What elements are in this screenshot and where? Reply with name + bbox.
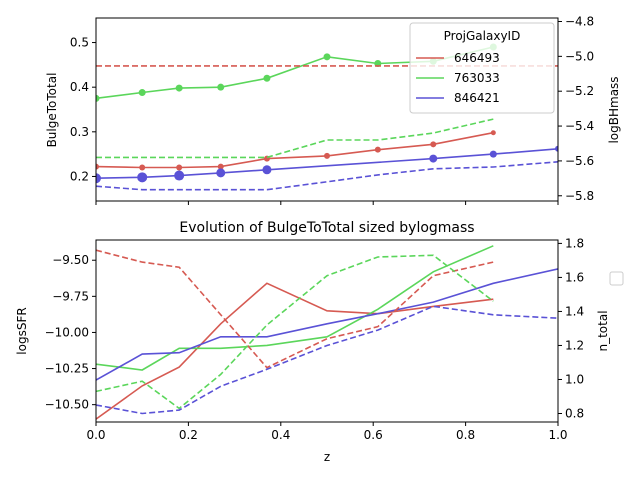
- bottom-xlabel: z: [324, 450, 330, 464]
- point-763033: [263, 74, 271, 82]
- x-tick-label: 1.0: [548, 428, 567, 442]
- point-763033: [175, 84, 183, 92]
- x-tick-label: 0.2: [179, 428, 198, 442]
- series-line-763033-dashed: [96, 118, 494, 159]
- left-tick-label: 0.2: [70, 169, 89, 183]
- right-tick-label: −5.4: [565, 119, 594, 133]
- point-763033: [138, 89, 146, 97]
- point-646493: [324, 152, 330, 159]
- legend-entries: 646493 763033 846421: [416, 51, 500, 105]
- legend-entry-846421: 846421: [454, 91, 500, 105]
- left-tick-label: −9.50: [52, 253, 89, 267]
- point-763033: [323, 53, 331, 61]
- empty-legend-box: [609, 271, 624, 286]
- legend-box: [409, 22, 555, 114]
- top-plot-frame: [95, 17, 559, 202]
- left-tick-label: 0.5: [70, 36, 89, 50]
- point-646493: [96, 163, 99, 170]
- series-line-846421-dashed: [96, 161, 558, 191]
- bottom-series-layer: [96, 245, 558, 420]
- legend-title: ProjGalaxyID: [444, 29, 521, 43]
- x-tick-label: 0.4: [271, 428, 290, 442]
- x-tick-label: 0.8: [456, 428, 475, 442]
- series-line-846421: [96, 268, 558, 381]
- point-846421: [262, 165, 272, 175]
- top-left-ticks: 0.2 0.3 0.4 0.5: [70, 36, 96, 183]
- point-646493: [430, 141, 437, 148]
- right-tick-label: 1.8: [565, 236, 584, 250]
- right-tick-label: −5.0: [565, 49, 594, 63]
- point-846421: [174, 170, 185, 181]
- left-tick-label: 0.3: [70, 125, 89, 139]
- top-legend: ProjGalaxyID 646493 763033 846421: [409, 22, 555, 114]
- bottom-ylabel-right: n_total: [596, 310, 610, 351]
- series-line-646493: [96, 282, 494, 420]
- left-tick-label: −10.25: [45, 362, 89, 376]
- series-line-763033: [96, 245, 494, 371]
- x-tick-label: 0.0: [86, 428, 105, 442]
- bottom-panel: −10.50 −10.25 −10.00 −9.75 −9.50 0.8 1.0 1.2 1.…: [15, 220, 624, 464]
- right-tick-label: 0.8: [565, 406, 584, 420]
- point-846421: [137, 172, 148, 183]
- top-panel: 0.2 0.3 0.4 0.5 −5.8 −5.6 −5.4 −5.2 −5.0 −4.8 Bu…: [45, 14, 621, 205]
- bottom-ylabel: logsSFR: [15, 307, 29, 354]
- point-763033: [96, 94, 100, 102]
- point-846421: [96, 173, 101, 184]
- point-846421: [489, 150, 497, 158]
- right-tick-label: −5.2: [565, 84, 594, 98]
- series-line-646493-dashed: [96, 249, 494, 369]
- left-tick-label: −9.75: [52, 289, 89, 303]
- right-tick-label: 1.4: [565, 304, 584, 318]
- right-tick-label: −5.6: [565, 154, 594, 168]
- bottom-title: Evolution of BulgeToTotal sized bylogmas…: [179, 220, 474, 236]
- top-ylabel-right: logBHmass: [607, 76, 621, 143]
- right-tick-label: 1.0: [565, 372, 584, 386]
- series-line-763033-dashed: [96, 254, 494, 410]
- point-646493: [217, 163, 224, 170]
- top-x-ticks: [95, 201, 559, 205]
- left-tick-label: −10.00: [45, 325, 89, 339]
- series-line-846421-dashed: [96, 305, 558, 415]
- top-ylabel: BulgeToTotal: [45, 73, 59, 148]
- top-series-layer: [96, 43, 558, 191]
- bottom-x-ticks: 0.0 0.2 0.4 0.6 0.8 1.0: [86, 422, 568, 442]
- point-763033: [217, 83, 225, 91]
- bottom-plot-frame: [95, 239, 559, 423]
- right-tick-label: −4.8: [565, 14, 594, 28]
- bottom-left-ticks: −10.50 −10.25 −10.00 −9.75 −9.50: [45, 253, 96, 412]
- point-646493: [374, 146, 381, 153]
- point-846421: [555, 145, 558, 152]
- left-tick-label: −10.50: [45, 398, 89, 412]
- point-646493: [139, 164, 146, 171]
- x-tick-label: 0.6: [364, 428, 383, 442]
- bottom-right-ticks: 0.8 1.0 1.2 1.4 1.6 1.8: [558, 236, 584, 420]
- point-846421: [429, 154, 438, 163]
- legend-entry-646493: 646493: [454, 51, 500, 65]
- right-tick-label: 1.2: [565, 338, 584, 352]
- left-tick-label: 0.4: [70, 80, 89, 94]
- right-tick-label: 1.6: [565, 270, 584, 284]
- right-tick-label: −5.8: [565, 189, 594, 203]
- series-line-846421: [96, 148, 558, 179]
- point-646493: [176, 164, 183, 171]
- top-right-ticks: −5.8 −5.6 −5.4 −5.2 −5.0 −4.8: [558, 14, 594, 203]
- point-846421: [216, 168, 226, 178]
- point-646493: [490, 130, 496, 136]
- legend-entry-763033: 763033: [454, 71, 500, 85]
